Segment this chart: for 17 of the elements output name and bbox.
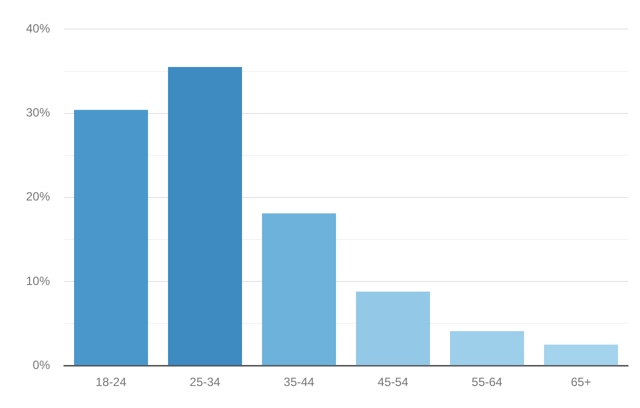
bar xyxy=(262,213,336,366)
bar xyxy=(450,331,524,366)
bar xyxy=(356,292,430,366)
y-tick-label: 30% xyxy=(26,106,50,120)
x-tick-label: 35-44 xyxy=(284,375,315,390)
y-tick-label: 0% xyxy=(32,358,50,372)
x-tick-label: 25-34 xyxy=(190,375,221,390)
x-tick-label: 18-24 xyxy=(96,375,127,390)
y-tick-label: 10% xyxy=(26,274,50,288)
bar xyxy=(168,67,242,366)
y-tick-label: 40% xyxy=(26,22,50,36)
x-tick-label: 55-64 xyxy=(472,375,503,390)
x-tick-label: 65+ xyxy=(570,375,592,390)
y-tick-label: 20% xyxy=(26,190,50,204)
x-tick-label: 45-54 xyxy=(378,375,409,390)
bar xyxy=(544,344,618,366)
bar xyxy=(74,110,148,366)
